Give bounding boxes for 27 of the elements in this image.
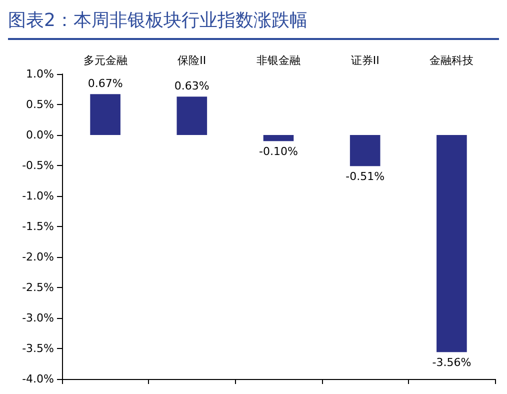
x-tick-label: 非银金融: [256, 54, 300, 67]
y-tick-label: -1.0%: [22, 190, 54, 202]
bar: [90, 94, 120, 135]
data-label: 0.67%: [88, 77, 123, 90]
y-tick-label: -3.5%: [22, 342, 54, 355]
x-tick-label: 证券II: [350, 54, 380, 67]
data-label: -0.51%: [346, 170, 385, 184]
x-tick-label: 保险II: [178, 54, 206, 67]
y-tick-label: -3.0%: [22, 312, 54, 324]
x-tick-label: 金融科技: [430, 54, 474, 67]
y-tick-label: 0.0%: [26, 128, 54, 142]
x-tick-label: 多元金融: [83, 54, 128, 67]
y-tick-label: -4.0%: [22, 372, 54, 386]
y-tick-label: -1.5%: [22, 220, 54, 233]
data-label: -0.10%: [259, 145, 298, 158]
data-label: 0.63%: [174, 80, 210, 93]
y-tick-label: -0.5%: [22, 159, 54, 172]
bar: [350, 135, 380, 166]
bar: [436, 135, 467, 352]
bar: [263, 135, 294, 142]
y-tick-label: 1.0%: [26, 68, 54, 80]
bar: [176, 96, 208, 135]
y-tick-label: 0.5%: [26, 98, 54, 111]
y-tick-label: -2.5%: [22, 281, 54, 294]
data-label: -3.56%: [432, 356, 472, 370]
chart-title: 图表2：本周非银板块行业指数涨跌幅: [8, 8, 499, 40]
y-tick-label: -2.0%: [22, 250, 54, 264]
